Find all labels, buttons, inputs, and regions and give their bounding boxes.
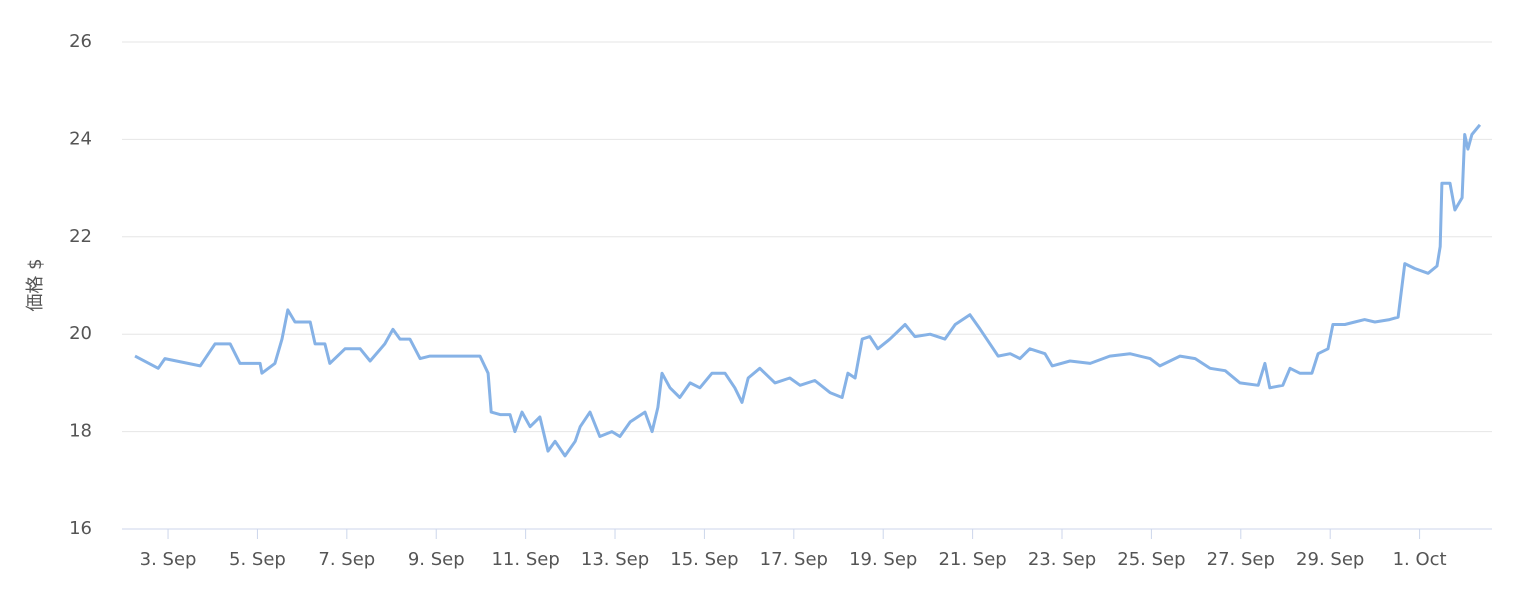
y-tick-label: 18: [69, 421, 92, 442]
y-tick-label: 26: [69, 31, 92, 52]
x-tick-label: 7. Sep: [318, 549, 375, 570]
x-tick-label: 29. Sep: [1296, 549, 1364, 570]
x-tick-label: 3. Sep: [140, 549, 197, 570]
x-tick-label: 13. Sep: [581, 549, 649, 570]
x-tick-label: 9. Sep: [408, 549, 465, 570]
y-tick-label: 20: [69, 323, 92, 344]
y-tick-label: 24: [69, 128, 92, 149]
x-tick-label: 5. Sep: [229, 549, 286, 570]
y-axis-label: 価格 $: [25, 258, 46, 311]
x-tick-label: 11. Sep: [491, 549, 559, 570]
y-tick-label: 22: [69, 226, 92, 247]
x-tick-label: 15. Sep: [670, 549, 738, 570]
x-tick-label: 17. Sep: [760, 549, 828, 570]
price-line: [134, 123, 1482, 458]
x-tick-label: 1. Oct: [1393, 549, 1447, 570]
x-tick-label: 25. Sep: [1117, 549, 1185, 570]
x-tick-label: 23. Sep: [1028, 549, 1096, 570]
x-tick-label: 27. Sep: [1207, 549, 1275, 570]
y-tick-label: 16: [69, 518, 92, 539]
x-tick-label: 19. Sep: [849, 549, 917, 570]
x-tick-label: 21. Sep: [938, 549, 1006, 570]
